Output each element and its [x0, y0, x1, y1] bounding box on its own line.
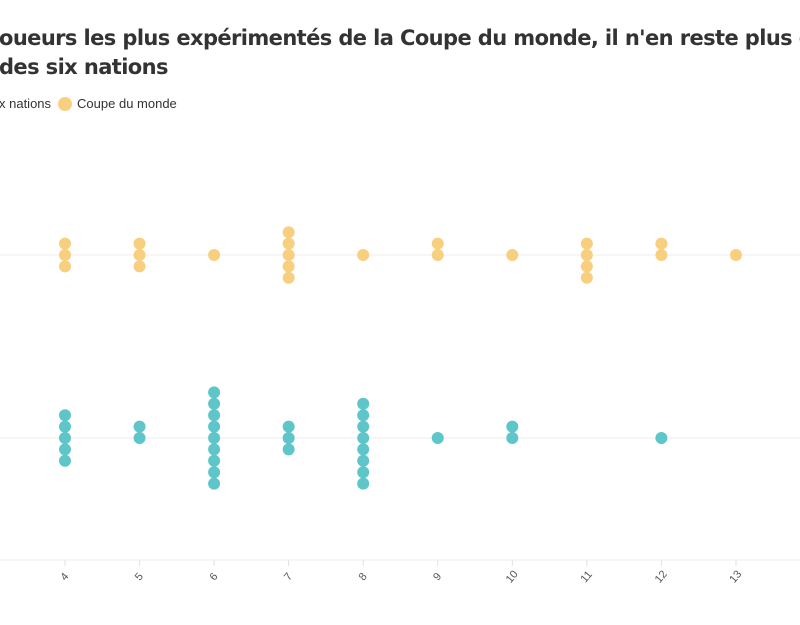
dot-coupe-5: [133, 260, 146, 273]
dot-six-4: [59, 409, 71, 422]
dot-six-7: [282, 420, 295, 433]
x-tick-label-12: 12: [653, 568, 670, 585]
dot-six-5: [133, 432, 146, 444]
dot-six-9: [431, 432, 444, 444]
dot-six-10: [506, 420, 519, 433]
x-tick-label-8: 8: [357, 571, 370, 583]
legend-label-six-nations: x nations: [0, 96, 52, 111]
dot-coupe-7: [282, 260, 295, 273]
dot-coupe-12: [655, 249, 668, 261]
dot-coupe-4: [59, 260, 71, 273]
dot-coupe-13: [729, 249, 742, 261]
dot-six-7: [282, 432, 295, 444]
dot-six-6: [208, 409, 221, 422]
legend-swatch-coupe: [58, 96, 73, 111]
x-tick-label-11: 11: [579, 569, 596, 585]
legend-label-coupe: Coupe du monde: [77, 96, 177, 111]
dot-six-6: [208, 386, 221, 399]
x-tick-label-4: 4: [58, 571, 71, 583]
dot-coupe-9: [431, 237, 444, 250]
dot-six-4: [59, 454, 71, 467]
dot-coupe-5: [133, 237, 146, 250]
dot-coupe-7: [282, 271, 295, 284]
dot-coupe-11: [580, 260, 593, 273]
dot-six-12: [655, 432, 668, 444]
x-tick-label-10: 10: [504, 568, 521, 585]
dot-six-6: [208, 432, 221, 444]
dot-six-6: [208, 477, 221, 490]
dot-six-6: [208, 397, 221, 410]
dot-six-8: [357, 432, 370, 444]
dot-coupe-10: [506, 249, 519, 261]
dot-coupe-11: [580, 237, 593, 250]
dot-coupe-7: [282, 237, 295, 250]
dot-coupe-7: [282, 226, 295, 239]
dot-coupe-7: [282, 249, 295, 261]
dot-six-4: [59, 432, 71, 444]
dot-coupe-11: [580, 271, 593, 284]
dot-six-8: [357, 409, 370, 422]
dot-coupe-12: [655, 237, 668, 250]
dot-six-8: [357, 420, 370, 433]
dot-six-6: [208, 420, 221, 433]
dot-six-7: [282, 443, 295, 456]
dot-coupe-11: [580, 249, 593, 261]
dot-six-8: [357, 477, 370, 490]
chart-title: oueurs les plus expérimentés de la Coupe…: [0, 24, 800, 82]
x-tick-label-5: 5: [133, 571, 146, 583]
dot-coupe-5: [133, 249, 146, 261]
dot-six-4: [59, 420, 71, 433]
x-tick-label-7: 7: [282, 571, 295, 583]
dot-coupe-9: [431, 249, 444, 261]
dot-six-6: [208, 466, 221, 479]
title-line-1: oueurs les plus expérimentés de la Coupe…: [0, 26, 800, 50]
dot-six-10: [506, 432, 519, 444]
dot-six-6: [208, 454, 221, 467]
title-line-2: des six nations: [0, 55, 168, 79]
x-tick-label-13: 13: [727, 568, 744, 585]
dot-six-4: [59, 443, 71, 456]
dot-six-5: [133, 420, 146, 433]
dot-six-6: [208, 443, 221, 456]
dot-six-8: [357, 454, 370, 467]
legend: x nations Coupe du monde: [0, 96, 177, 111]
dot-six-8: [357, 397, 370, 410]
dot-coupe-6: [208, 249, 221, 261]
x-tick-label-6: 6: [207, 571, 220, 583]
dot-six-8: [357, 443, 370, 456]
dot-coupe-4: [59, 249, 71, 261]
dot-coupe-4: [59, 237, 71, 250]
dot-coupe-8: [357, 249, 370, 261]
dot-six-8: [357, 466, 370, 479]
x-tick-label-9: 9: [431, 571, 444, 583]
